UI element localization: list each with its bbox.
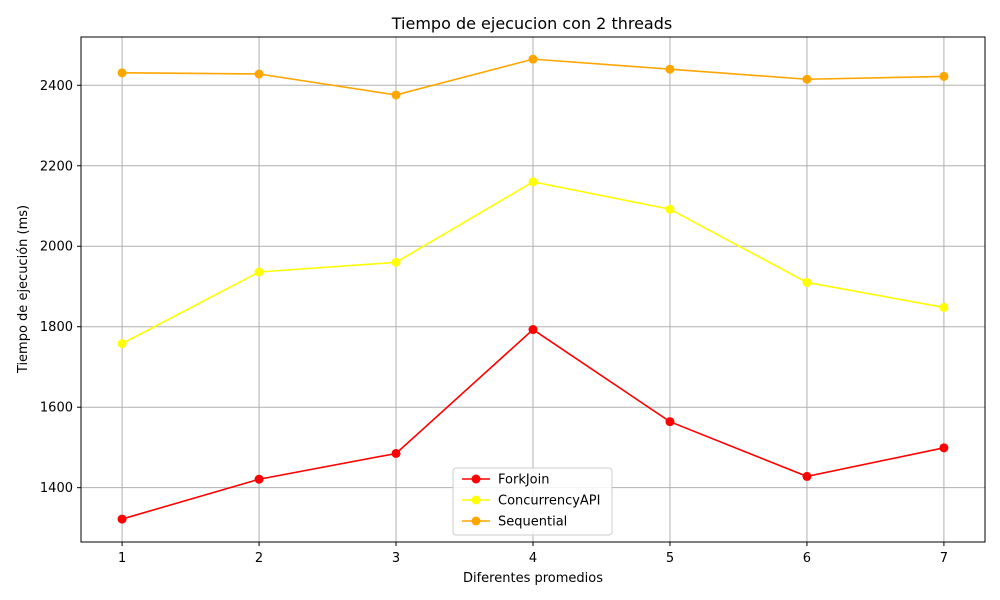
data-point-forkjoin xyxy=(528,325,538,335)
y-tick-label: 2400 xyxy=(40,79,73,94)
x-tick-label: 7 xyxy=(940,551,948,566)
legend-label-forkjoin: ForkJoin xyxy=(498,473,549,488)
series-layer xyxy=(117,54,949,524)
x-tick-label: 1 xyxy=(118,551,126,566)
x-tick-label: 3 xyxy=(392,551,400,566)
chart-title: Tiempo de ejecucion con 2 threads xyxy=(391,14,672,33)
x-axis-ticks: 1 2 3 4 5 6 7 xyxy=(118,542,948,566)
data-point-concurrencyapi xyxy=(939,302,949,312)
y-tick-label: 2200 xyxy=(40,159,73,174)
data-point-sequential xyxy=(528,54,538,64)
series-forkjoin xyxy=(117,325,949,524)
data-point-forkjoin xyxy=(254,474,264,484)
legend-label-sequential: Sequential xyxy=(498,515,567,530)
data-point-sequential xyxy=(939,71,949,81)
y-tick-label: 1800 xyxy=(40,320,73,335)
data-point-sequential xyxy=(665,64,675,74)
data-point-sequential xyxy=(391,90,401,100)
x-tick-label: 6 xyxy=(803,551,811,566)
legend-label-concurrencyapi: ConcurrencyAPI xyxy=(498,494,600,509)
data-point-forkjoin xyxy=(665,417,675,427)
data-point-forkjoin xyxy=(117,514,127,524)
data-point-concurrencyapi xyxy=(117,339,127,349)
legend-marker-concurrencyapi xyxy=(471,495,481,505)
data-point-sequential xyxy=(117,68,127,78)
y-tick-label: 1400 xyxy=(40,481,73,496)
data-point-sequential xyxy=(802,74,812,84)
legend: ForkJoin ConcurrencyAPI Sequential xyxy=(452,467,613,536)
data-point-forkjoin xyxy=(939,443,949,453)
data-point-concurrencyapi xyxy=(802,277,812,287)
y-axis-ticks: 1400 1600 1800 2000 2200 2400 xyxy=(40,79,81,496)
legend-marker-forkjoin xyxy=(471,474,481,484)
y-tick-label: 1600 xyxy=(40,401,73,416)
y-tick-label: 2000 xyxy=(40,240,73,255)
legend-marker-sequential xyxy=(471,516,481,526)
data-point-concurrencyapi xyxy=(528,177,538,187)
data-point-concurrencyapi xyxy=(665,204,675,214)
y-axis-label: Tiempo de ejecución (ms) xyxy=(16,205,31,374)
x-axis-label: Diferentes promedios xyxy=(463,571,603,586)
data-point-forkjoin xyxy=(802,471,812,481)
x-tick-label: 2 xyxy=(255,551,263,566)
series-concurrencyapi xyxy=(117,177,949,349)
series-sequential xyxy=(117,54,949,100)
data-point-concurrencyapi xyxy=(391,257,401,267)
legend-box xyxy=(452,467,613,536)
data-point-forkjoin xyxy=(391,448,401,458)
x-tick-label: 4 xyxy=(529,551,537,566)
x-tick-label: 5 xyxy=(666,551,674,566)
data-point-concurrencyapi xyxy=(254,267,264,277)
data-point-sequential xyxy=(254,69,264,79)
